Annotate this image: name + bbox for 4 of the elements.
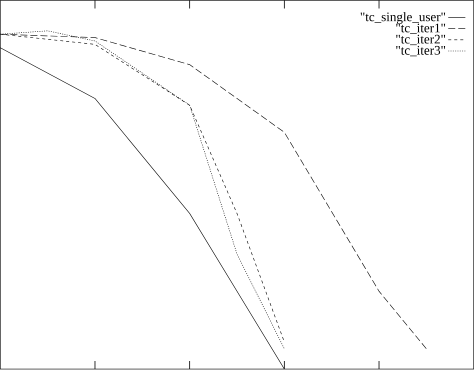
legend-label: "tc_iter2" bbox=[396, 34, 446, 46]
legend-label: "tc_single_user" bbox=[360, 12, 446, 24]
legend-label: "tc_iter3" bbox=[396, 46, 446, 56]
legend-label: "tc_iter1" bbox=[396, 24, 446, 34]
